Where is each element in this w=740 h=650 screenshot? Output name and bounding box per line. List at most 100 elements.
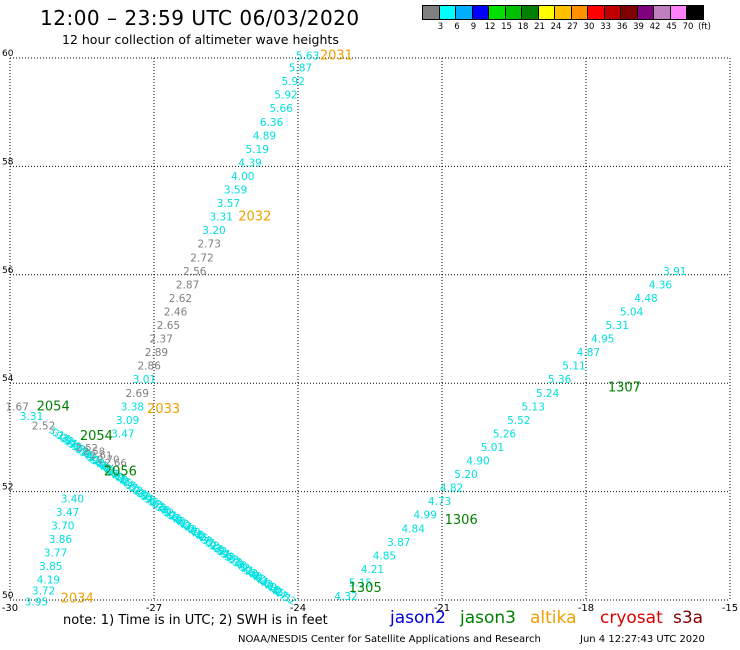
swh-value: 3.01 <box>133 374 156 386</box>
latitude-tick-label: 50 <box>2 591 14 601</box>
pass-time-label: 1305 <box>349 581 382 596</box>
swh-value: 3.31 <box>20 411 43 423</box>
colorbar-label: 9 <box>470 22 477 32</box>
swh-value: 3.95 <box>25 596 48 608</box>
legend-jason3: jason3 <box>460 608 516 628</box>
colorbar-label: 3 <box>437 22 444 32</box>
swh-value: 4.00 <box>231 171 254 183</box>
longitude-tick-label: -30 <box>2 603 18 614</box>
swh-value: 4.21 <box>361 564 384 576</box>
pass-time-label: 2054 <box>80 429 113 444</box>
swh-value: 2.89 <box>145 347 168 359</box>
latitude-tick-label: 60 <box>2 49 14 59</box>
swh-value: 4.89 <box>253 130 276 142</box>
swh-value: 4.36 <box>649 279 673 291</box>
colorbar-label: 15 <box>501 22 512 32</box>
swh-value: 6.36 <box>260 117 284 129</box>
pass-time-label: 2056 <box>104 464 137 479</box>
page-subtitle: 12 hour collection of altimeter wave hei… <box>62 32 339 47</box>
latitude-tick-label: 54 <box>2 374 14 384</box>
legend-altika: altika <box>530 608 577 628</box>
swh-value: 5.63 <box>296 51 319 63</box>
colorbar-label: 24 <box>550 22 562 32</box>
colorbar-swatch <box>686 5 704 20</box>
longitude-tick-label: -15 <box>722 603 738 614</box>
swh-value: 5.66 <box>270 103 294 115</box>
pass-time-label: 2032 <box>238 210 271 225</box>
swh-value: 5.15 <box>349 577 372 589</box>
longitude-tick-label: -24 <box>290 603 306 614</box>
swh-value: 5.36 <box>548 374 572 386</box>
swh-value: 4.73 <box>428 496 451 508</box>
colorbar-label: 33 <box>600 22 611 32</box>
colorbar-label: 45 <box>666 22 677 32</box>
swh-value: 4.90 <box>466 456 489 468</box>
generated-timestamp: Jun 4 12:27:43 UTC 2020 <box>580 634 705 645</box>
swh-value: 2.46 <box>164 306 188 318</box>
swh-value: 1.67 <box>6 401 29 413</box>
swh-value: 2.52 <box>32 420 55 432</box>
swh-value: 5.87 <box>289 63 312 75</box>
footer-note: note: 1) Time is in UTC; 2) SWH is in fe… <box>63 613 328 628</box>
swh-value: 4.84 <box>402 523 426 535</box>
swh-value-cluster: 2.52 <box>76 443 98 454</box>
swh-value-cluster: 2.58 <box>83 447 105 458</box>
swh-value: 3.86 <box>49 534 73 546</box>
swh-value: 2.62 <box>169 293 192 305</box>
colorbar-label: 6 <box>454 22 460 32</box>
swh-value: 4.85 <box>373 550 396 562</box>
swh-value: 3.87 <box>387 537 410 549</box>
swh-value: 5.13 <box>522 401 545 413</box>
colorbar-label: 21 <box>534 22 545 32</box>
swh-value: 3.77 <box>44 548 67 560</box>
latitude-tick-label: 56 <box>2 266 14 276</box>
colorbar-label: 12 <box>484 22 496 32</box>
pass-time-label: 2054 <box>37 399 70 414</box>
swh-value: 5.92 <box>274 90 297 102</box>
pass-time-label: 2034 <box>61 592 94 607</box>
swh-value: 3.40 <box>61 493 84 505</box>
swh-value: 5.11 <box>562 361 585 373</box>
swh-value: 3.09 <box>116 415 139 427</box>
swh-value: 4.82 <box>440 483 463 495</box>
swh-value: 3.20 <box>202 225 225 237</box>
swh-value: 3.59 <box>224 185 247 197</box>
pass-time-label: 1306 <box>445 513 478 528</box>
legend-s3a: s3a <box>673 608 704 628</box>
swh-value-cluster: 2.66 <box>104 458 126 469</box>
swh-value: 3.70 <box>51 521 74 533</box>
colorbar-label: (ft) <box>698 22 711 32</box>
page-title: 12:00 – 23:59 UTC 06/03/2020 <box>40 6 360 30</box>
longitude-tick-label: -27 <box>146 603 162 614</box>
swh-value: 3.72 <box>32 586 55 598</box>
swh-value: 2.56 <box>183 266 207 278</box>
swh-value: 4.95 <box>591 334 614 346</box>
colorbar-label: 70 <box>682 22 694 32</box>
latitude-tick-label: 52 <box>2 483 13 493</box>
swh-value: 4.32 <box>334 591 357 603</box>
swh-value: 4.48 <box>634 293 657 305</box>
swh-value: 2.86 <box>138 361 162 373</box>
swh-value: 3.38 <box>121 401 144 413</box>
credit-line: NOAA/NESDIS Center for Satellite Applica… <box>238 634 541 645</box>
latitude-tick-label: 58 <box>2 157 14 167</box>
colorbar-label: 27 <box>567 22 578 32</box>
swh-value: 5.20 <box>454 469 477 481</box>
legend-jason2: jason2 <box>390 608 446 628</box>
pass-time-label: 2031 <box>320 49 353 64</box>
pass-time-label: 2033 <box>147 402 180 417</box>
swh-value-cluster: 2.61 <box>90 451 112 462</box>
swh-value: 4.99 <box>414 510 437 522</box>
swh-value: 2.87 <box>176 279 199 291</box>
swh-value: 5.52 <box>507 415 530 427</box>
swh-value: 3.91 <box>663 266 686 278</box>
colorbar-labels: 3 6 9 12 15 18 21 24 27 30 33 36 39 42 45 70 (ft) <box>422 22 740 34</box>
swh-value: 2.65 <box>157 320 180 332</box>
swh-value: 5.01 <box>481 442 504 454</box>
swh-value-cluster: 2.70 <box>97 454 119 465</box>
swh-value: 2.69 <box>126 388 149 400</box>
colorbar-label: 39 <box>633 22 644 32</box>
swh-value: 5.26 <box>493 428 517 440</box>
pass-time-label: 1307 <box>608 380 641 395</box>
